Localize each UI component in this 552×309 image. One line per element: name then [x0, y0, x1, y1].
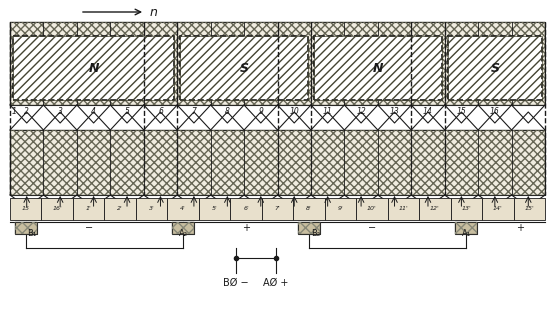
Text: 4: 4 [91, 107, 96, 116]
Text: 1: 1 [12, 107, 17, 116]
Text: 16': 16' [52, 206, 62, 211]
Text: 5: 5 [125, 107, 130, 116]
Text: 7: 7 [192, 107, 197, 116]
Bar [73, 198, 104, 220]
Text: −: − [84, 223, 93, 233]
Bar [10, 22, 545, 105]
Bar [15, 222, 37, 234]
Text: 15: 15 [457, 107, 466, 116]
Text: 4': 4' [180, 206, 186, 211]
Bar [419, 198, 450, 220]
Bar [172, 222, 194, 234]
Text: B₂: B₂ [311, 228, 320, 238]
Text: A₁: A₁ [462, 228, 471, 238]
Bar [199, 198, 230, 220]
Text: 6': 6' [243, 206, 249, 211]
Bar [455, 222, 477, 234]
Text: −: − [368, 223, 376, 233]
Bar [314, 36, 442, 100]
Bar [172, 222, 194, 234]
Text: 10: 10 [289, 107, 299, 116]
Text: +: + [516, 223, 524, 233]
Text: 7': 7' [275, 206, 280, 211]
Text: 11': 11' [399, 206, 408, 211]
Bar [325, 198, 356, 220]
Text: 9: 9 [258, 107, 263, 116]
Bar [448, 36, 542, 100]
Text: 5': 5' [211, 206, 217, 211]
Bar [13, 36, 174, 100]
Text: 15: 15 [22, 206, 30, 211]
Text: 8: 8 [225, 107, 230, 116]
Bar [10, 22, 545, 105]
Text: N: N [373, 61, 383, 74]
Bar [513, 198, 545, 220]
Text: 9': 9' [338, 206, 343, 211]
Text: +: + [242, 223, 250, 233]
Text: 10': 10' [367, 206, 377, 211]
Text: B₁: B₁ [28, 228, 36, 238]
Text: 13: 13 [390, 107, 400, 116]
Text: 11: 11 [323, 107, 332, 116]
Text: n: n [150, 6, 158, 19]
Bar [10, 198, 41, 220]
Bar [455, 222, 477, 234]
Bar [293, 198, 325, 220]
Text: S: S [240, 61, 248, 74]
Text: 12: 12 [356, 107, 366, 116]
Text: 3: 3 [58, 107, 62, 116]
Bar [180, 36, 308, 100]
Text: 16: 16 [490, 107, 500, 116]
Bar [136, 198, 167, 220]
Text: N: N [88, 61, 99, 74]
Bar [448, 36, 542, 100]
Text: 12': 12' [430, 206, 440, 211]
Text: 14: 14 [423, 107, 433, 116]
Text: 6: 6 [158, 107, 163, 116]
Bar [356, 198, 388, 220]
Bar [104, 198, 136, 220]
Text: 2': 2' [117, 206, 123, 211]
Text: S: S [490, 61, 500, 74]
Text: 3': 3' [148, 206, 155, 211]
Bar [167, 198, 199, 220]
Text: 2: 2 [24, 107, 29, 116]
Bar [15, 222, 37, 234]
Text: 14': 14' [493, 206, 503, 211]
Bar [482, 198, 513, 220]
Bar [298, 222, 320, 234]
Bar [298, 222, 320, 234]
Bar [41, 198, 73, 220]
Bar [450, 198, 482, 220]
Text: 1': 1' [86, 206, 92, 211]
Text: A₂: A₂ [179, 228, 188, 238]
Bar [314, 36, 442, 100]
Text: BØ −: BØ − [223, 278, 249, 288]
Text: AØ +: AØ + [263, 278, 289, 288]
Bar [388, 198, 419, 220]
Text: 15': 15' [524, 206, 534, 211]
Bar [230, 198, 262, 220]
Bar [13, 36, 174, 100]
Text: 13': 13' [461, 206, 471, 211]
Bar [10, 130, 545, 195]
Text: 8': 8' [306, 206, 312, 211]
Bar [10, 130, 545, 195]
Bar [180, 36, 308, 100]
Bar [262, 198, 293, 220]
